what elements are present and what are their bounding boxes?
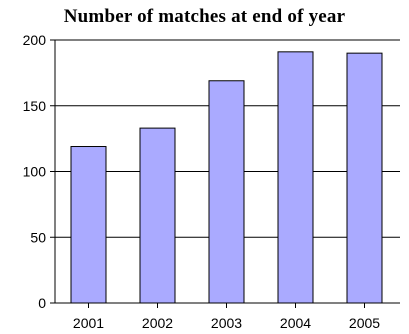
bar-2003 <box>209 81 244 303</box>
bar-2002 <box>140 128 175 303</box>
x-tick-label-2003: 2003 <box>211 315 242 331</box>
y-tick-label-0: 0 <box>38 295 46 311</box>
x-tick-label-2004: 2004 <box>280 315 311 331</box>
bars <box>71 52 382 303</box>
bar-2005 <box>347 53 382 303</box>
y-tick-label-50: 50 <box>30 229 46 245</box>
x-tick-label-2005: 2005 <box>349 315 380 331</box>
bar-2001 <box>71 147 106 303</box>
x-tick-label-2001: 2001 <box>73 315 104 331</box>
x-tick-label-2002: 2002 <box>142 315 173 331</box>
y-tick-label-150: 150 <box>23 98 47 114</box>
bar-2004 <box>278 52 313 303</box>
y-tick-label-100: 100 <box>23 164 47 180</box>
y-tick-label-200: 200 <box>23 32 47 48</box>
